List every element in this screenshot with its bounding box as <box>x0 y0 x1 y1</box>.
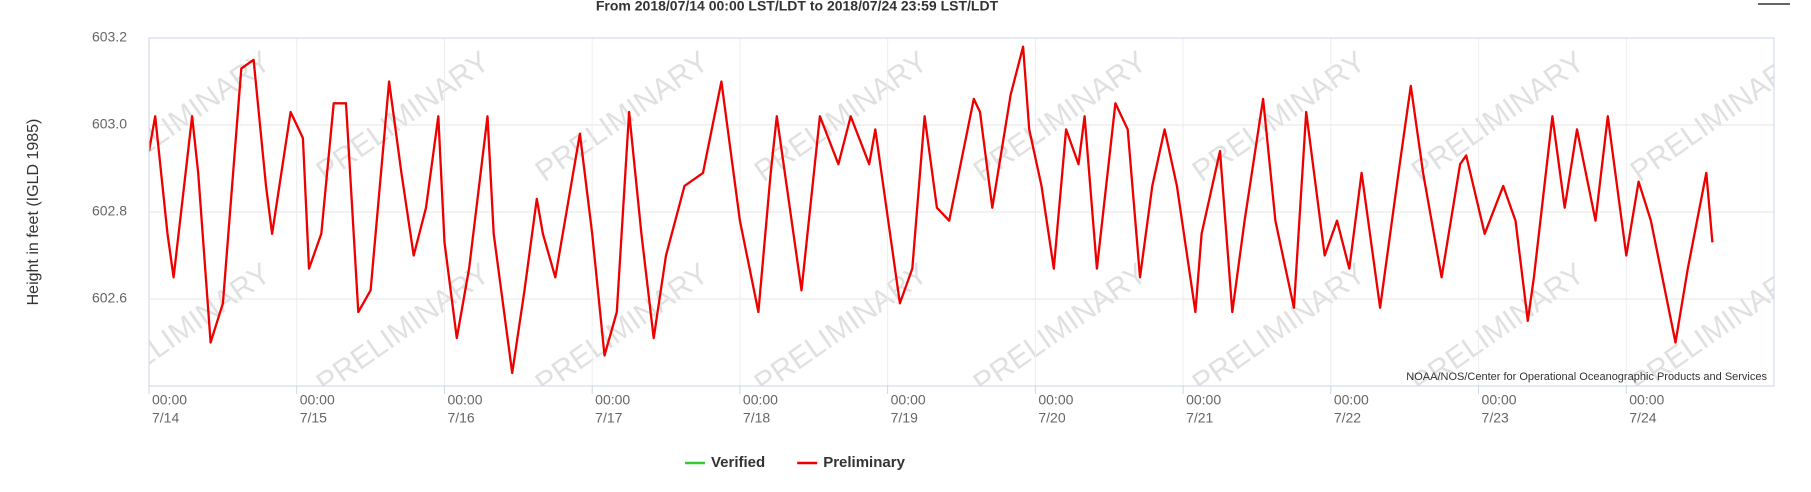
y-tick-label: 602.6 <box>92 290 127 306</box>
legend-item[interactable]: Verified <box>685 454 765 471</box>
x-tick-label: 00:00 <box>891 392 926 408</box>
x-tick-label: 7/18 <box>743 410 770 426</box>
x-tick-label: 00:00 <box>1038 392 1073 408</box>
x-tick-label: 7/14 <box>152 410 179 426</box>
watermarks: PRELIMINARY PRELIMINARY PRELIMINARY PRELIMI… <box>92 45 1810 400</box>
x-tick-label: 00:00 <box>1629 392 1664 408</box>
x-tick-label: 00:00 <box>300 392 335 408</box>
x-tick-label: 7/22 <box>1334 410 1361 426</box>
watermark: PRELIMINARY <box>968 257 1153 400</box>
x-tick-label: 7/15 <box>300 410 327 426</box>
y-tick-label: 603.0 <box>92 116 127 132</box>
x-tick-label: 00:00 <box>595 392 630 408</box>
axes: 602.6 602.8 603.0 603.2 00:00 7/14 00:00 7/15 00… <box>92 29 1775 426</box>
watermark: PRELIMINARY <box>1187 45 1372 188</box>
legend-label: Verified <box>711 454 765 471</box>
data-line <box>149 45 1714 375</box>
x-tick-label: 00:00 <box>743 392 778 408</box>
watermark: PRELIMINARY <box>530 45 715 188</box>
x-tick-label: 7/17 <box>595 410 622 426</box>
x-tick-label: 7/19 <box>891 410 918 426</box>
x-tick-label: 00:00 <box>1186 392 1221 408</box>
x-tick-label: 7/16 <box>447 410 474 426</box>
grid <box>148 37 1774 386</box>
legend: Verified Preliminary <box>685 454 906 471</box>
watermark: PRELIMINARY <box>311 45 496 188</box>
watermark: PRELIMINARY <box>1187 257 1372 400</box>
y-tick-label: 603.2 <box>92 29 127 45</box>
plot-area <box>149 45 1714 375</box>
x-tick-label: 00:00 <box>1482 392 1517 408</box>
x-tick-label: 7/23 <box>1482 410 1509 426</box>
watermark: PRELIMINARY <box>92 257 277 400</box>
x-tick-label: 7/24 <box>1629 410 1656 426</box>
x-tick-label: 00:00 <box>447 392 482 408</box>
y-axis-label: Height in feet (IGLD 1985) <box>25 119 42 306</box>
x-tick-label: 00:00 <box>1334 392 1369 408</box>
y-tick-label: 602.8 <box>92 203 127 219</box>
legend-label: Preliminary <box>823 454 905 471</box>
chart-title: From 2018/07/14 00:00 LST/LDT to 2018/07… <box>596 0 999 14</box>
x-tick-label: 7/21 <box>1186 410 1213 426</box>
x-tick-label: 7/20 <box>1038 410 1065 426</box>
legend-item[interactable]: Preliminary <box>797 454 906 471</box>
watermark: PRELIMINARY <box>1406 45 1591 188</box>
plot-border <box>148 37 1775 387</box>
credit: NOAA/NOS/Center for Operational Oceanogr… <box>1406 371 1767 383</box>
watermark: PRELIMINARY <box>749 257 934 400</box>
watermark: PRELIMINARY <box>530 257 715 400</box>
watermark: PRELIMINARY <box>1625 45 1810 188</box>
watermark: PRELIMINARY <box>968 45 1153 188</box>
x-tick-label: 00:00 <box>152 392 187 408</box>
